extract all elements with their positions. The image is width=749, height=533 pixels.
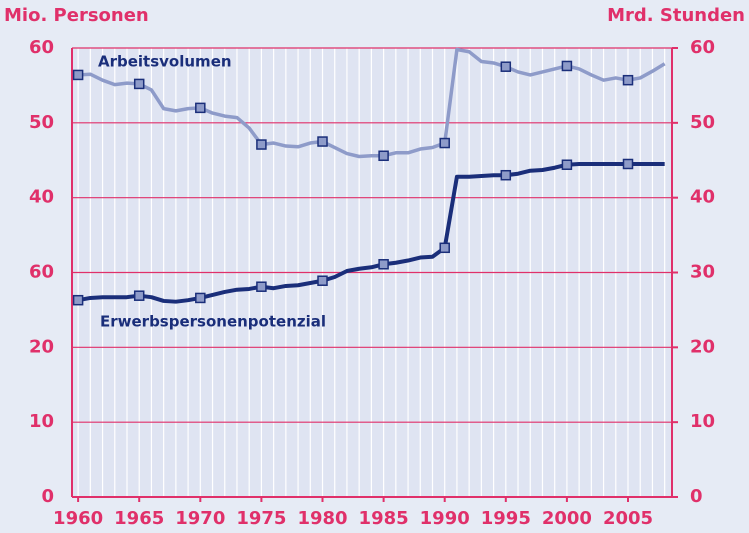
series-marker	[195, 292, 206, 304]
y-tick-label: 50	[29, 112, 54, 133]
series-marker	[72, 69, 84, 81]
series-marker	[500, 61, 512, 72]
y2-tick-label: 50	[690, 112, 715, 133]
x-tick-label: 1975	[236, 508, 286, 529]
x-tick-label: 2005	[603, 508, 653, 529]
series-marker	[72, 294, 84, 306]
x-tick-label: 1980	[297, 508, 347, 529]
series-marker	[195, 102, 206, 114]
y2-tick-label: 40	[690, 187, 715, 208]
x-tick-label: 2000	[542, 508, 592, 529]
series-marker	[256, 281, 267, 292]
y-tick-label: 10	[29, 411, 54, 432]
series-marker	[622, 74, 634, 86]
y-tick-label: 60	[29, 262, 54, 283]
series-marker	[133, 290, 145, 301]
y2-axis-label: Mrd. Stunden	[607, 5, 745, 26]
y-axis-label: Mio. Personen	[4, 5, 149, 26]
series-marker	[378, 259, 389, 270]
x-tick-label: 1985	[359, 508, 409, 529]
series-marker	[133, 78, 145, 90]
x-tick-label: 1960	[53, 508, 103, 529]
x-tick-label: 1990	[420, 508, 470, 529]
y-tick-label: 20	[29, 336, 54, 357]
series-marker	[439, 137, 450, 149]
x-tick-label: 1965	[114, 508, 164, 529]
x-tick-label: 1970	[175, 508, 225, 529]
y-tick-label: 60	[29, 37, 54, 58]
series-marker	[317, 275, 328, 286]
x-tick-label: 1995	[481, 508, 531, 529]
series-marker	[561, 159, 573, 170]
y2-tick-label: 10	[690, 411, 715, 432]
series-marker	[622, 158, 634, 170]
series-marker	[256, 139, 267, 150]
series-marker	[500, 169, 512, 181]
y2-tick-label: 30	[690, 262, 715, 283]
y2-tick-label: 60	[690, 37, 715, 58]
y-tick-label: 40	[29, 187, 54, 208]
series-marker	[561, 60, 573, 72]
series-label: Erwerbspersonenpotenzial	[100, 313, 326, 331]
series-marker	[439, 242, 450, 254]
series-marker	[317, 136, 328, 147]
y2-tick-label: 0	[690, 486, 703, 507]
series-label: Arbeitsvolumen	[98, 53, 232, 71]
y-tick-label: 0	[41, 486, 54, 507]
series-marker	[378, 150, 389, 162]
y2-tick-label: 20	[690, 336, 715, 357]
